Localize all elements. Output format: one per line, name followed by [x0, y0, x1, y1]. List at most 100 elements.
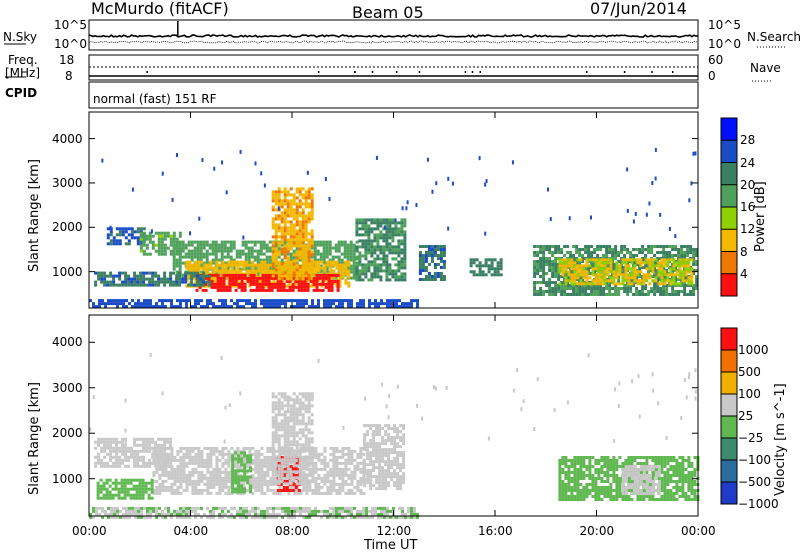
- data-cell: [179, 485, 183, 489]
- data-cell: [647, 245, 651, 248]
- data-cell: [663, 270, 667, 274]
- data-cell: [403, 224, 407, 228]
- data-cell: [301, 262, 305, 266]
- data-cell: [533, 245, 537, 248]
- data-cell: [656, 287, 660, 290]
- data-cell: [221, 479, 225, 483]
- data-cell: [224, 479, 228, 483]
- data-cell: [163, 231, 167, 235]
- data-cell: [585, 258, 589, 262]
- data-cell: [320, 461, 324, 465]
- data-cell: [314, 482, 318, 486]
- data-cell: [115, 274, 119, 278]
- data-cell: [307, 217, 311, 221]
- data-cell: [148, 237, 152, 241]
- data-cell: [116, 302, 119, 306]
- data-cell: [418, 260, 422, 263]
- data-cell: [139, 283, 143, 287]
- data-cell: [161, 461, 165, 465]
- data-cell: [678, 267, 682, 271]
- data-cell: [554, 266, 558, 269]
- data-cell: [283, 428, 287, 432]
- data-cell: [283, 226, 287, 230]
- data-cell: [629, 290, 633, 293]
- data-cell: [251, 305, 254, 309]
- data-cell: [341, 476, 345, 480]
- data-cell: [332, 464, 336, 468]
- data-cell: [581, 260, 585, 263]
- data-cell: [106, 446, 110, 450]
- data-cell: [560, 251, 564, 254]
- data-cell: [335, 458, 339, 462]
- data-cell: [212, 449, 216, 453]
- data-cell: [328, 243, 332, 247]
- data-cell: [269, 299, 272, 303]
- data-cell: [197, 488, 201, 492]
- data-cell: [274, 190, 278, 194]
- data-cell: [292, 413, 296, 417]
- data-cell: [297, 279, 301, 283]
- data-cell: [633, 267, 637, 271]
- data-cell: [271, 208, 275, 212]
- data-cell: [240, 288, 244, 292]
- data-cell: [536, 290, 540, 293]
- data-cell: [280, 458, 284, 462]
- data-cell: [139, 271, 143, 275]
- data-cell: [600, 261, 604, 265]
- data-cell: [397, 248, 401, 252]
- data-cell: [118, 230, 122, 234]
- data-cell: [660, 267, 664, 271]
- data-cell: [127, 239, 131, 243]
- data-cell: [173, 455, 177, 459]
- data-cell: [334, 246, 338, 250]
- data-cell: [397, 227, 401, 231]
- data-cell: [424, 251, 428, 254]
- data-cell: [191, 266, 195, 270]
- data-cell: [560, 290, 564, 293]
- data-cell: [472, 261, 476, 265]
- data-cell: [672, 276, 676, 280]
- data-cell: [124, 236, 128, 240]
- data-cell: [228, 276, 232, 280]
- data-cell: [542, 269, 546, 272]
- data-cell: [690, 273, 694, 277]
- data-cell: [268, 246, 272, 250]
- data-cell: [232, 240, 236, 244]
- data-cell: [282, 486, 286, 489]
- data-cell: [561, 270, 565, 274]
- data-cell: [484, 261, 488, 265]
- data-cell: [611, 293, 615, 296]
- data-cell: [542, 281, 546, 284]
- data-cell: [335, 446, 339, 450]
- data-cell: [294, 462, 298, 465]
- data-cell: [289, 226, 293, 230]
- data-cell: [283, 455, 287, 459]
- data-cell: [221, 266, 225, 270]
- data-cell: [548, 263, 552, 266]
- data-cell: [266, 269, 270, 273]
- data-cell: [358, 218, 362, 222]
- data-cell: [109, 440, 113, 444]
- data-cell: [533, 263, 537, 266]
- data-cell: [341, 269, 345, 273]
- data-cell: [620, 266, 624, 269]
- data-cell: [433, 278, 437, 281]
- data-cell: [329, 485, 333, 489]
- data-cell: [469, 258, 473, 262]
- data-cell: [295, 205, 299, 209]
- data-cell: [279, 285, 283, 289]
- data-cell: [283, 220, 287, 224]
- data-cell: [624, 279, 628, 283]
- data-cell: [118, 455, 122, 459]
- data-cell: [660, 273, 664, 277]
- data-cell: [178, 261, 182, 265]
- data-cell: [257, 467, 261, 471]
- data-cell: [257, 485, 261, 489]
- data-cell: [314, 269, 318, 273]
- data-cell: [310, 217, 314, 221]
- data-cell: [194, 299, 197, 303]
- speckle-cell: [589, 215, 592, 220]
- data-cell: [302, 485, 306, 489]
- data-cell: [289, 235, 293, 239]
- data-cell: [164, 458, 168, 462]
